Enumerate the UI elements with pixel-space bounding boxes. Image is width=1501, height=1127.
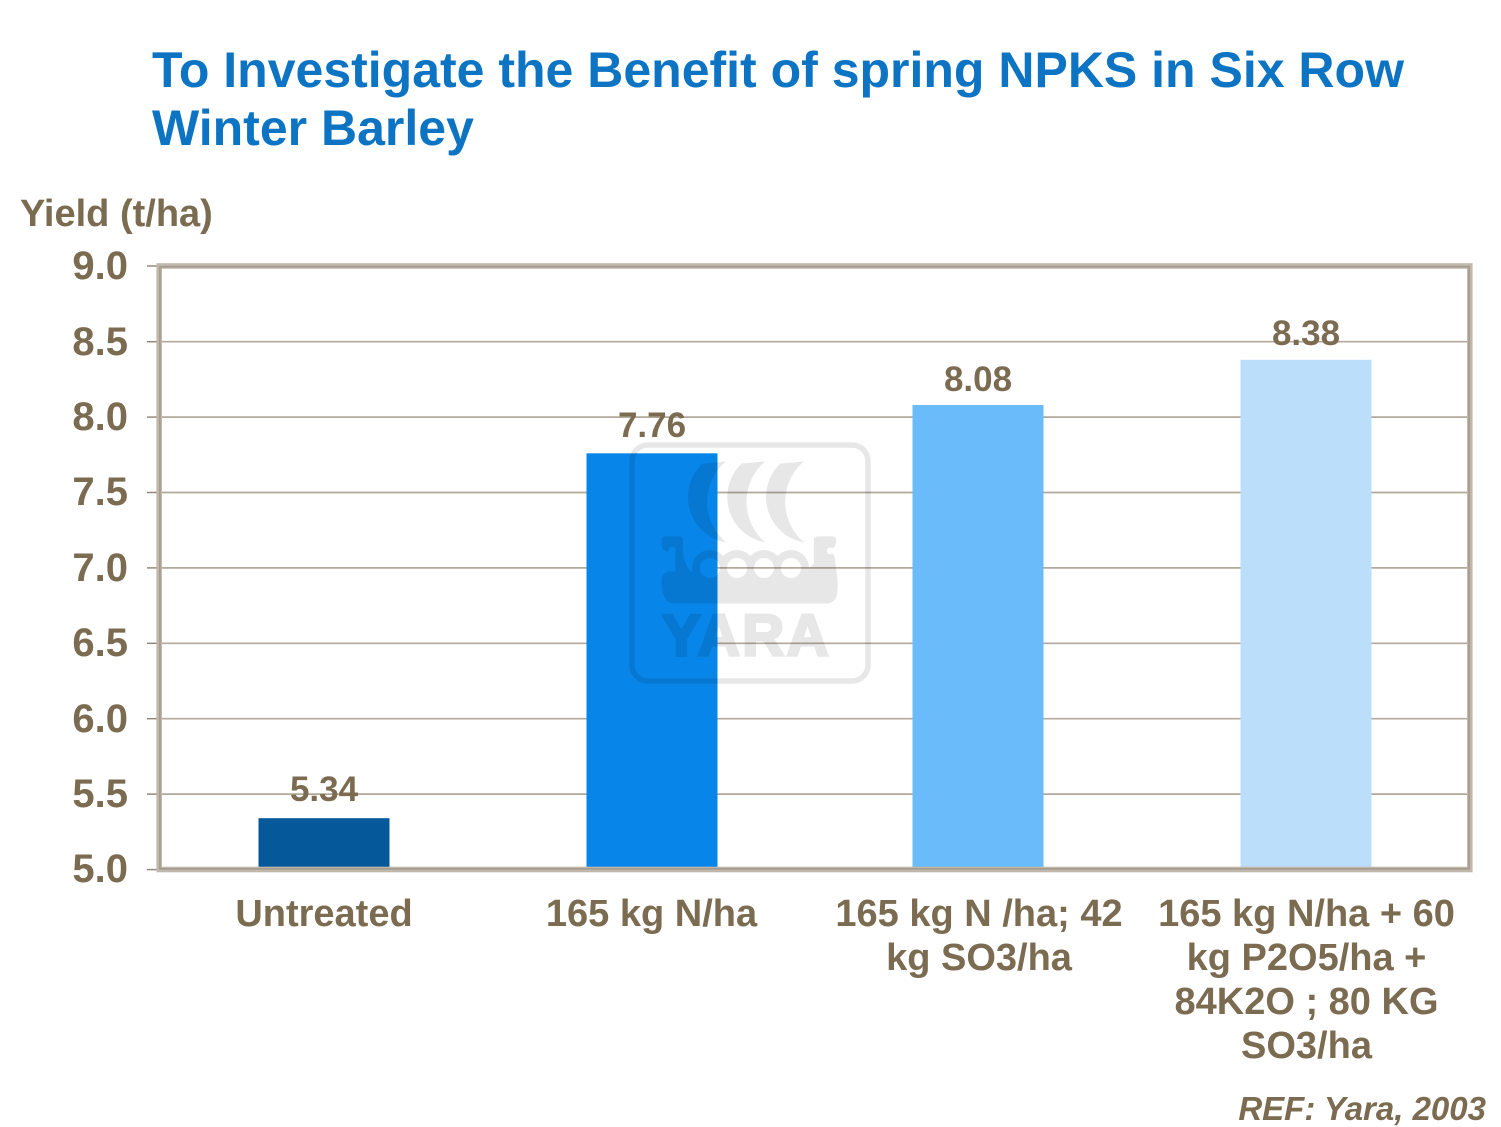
svg-text:YARA: YARA	[662, 604, 831, 669]
